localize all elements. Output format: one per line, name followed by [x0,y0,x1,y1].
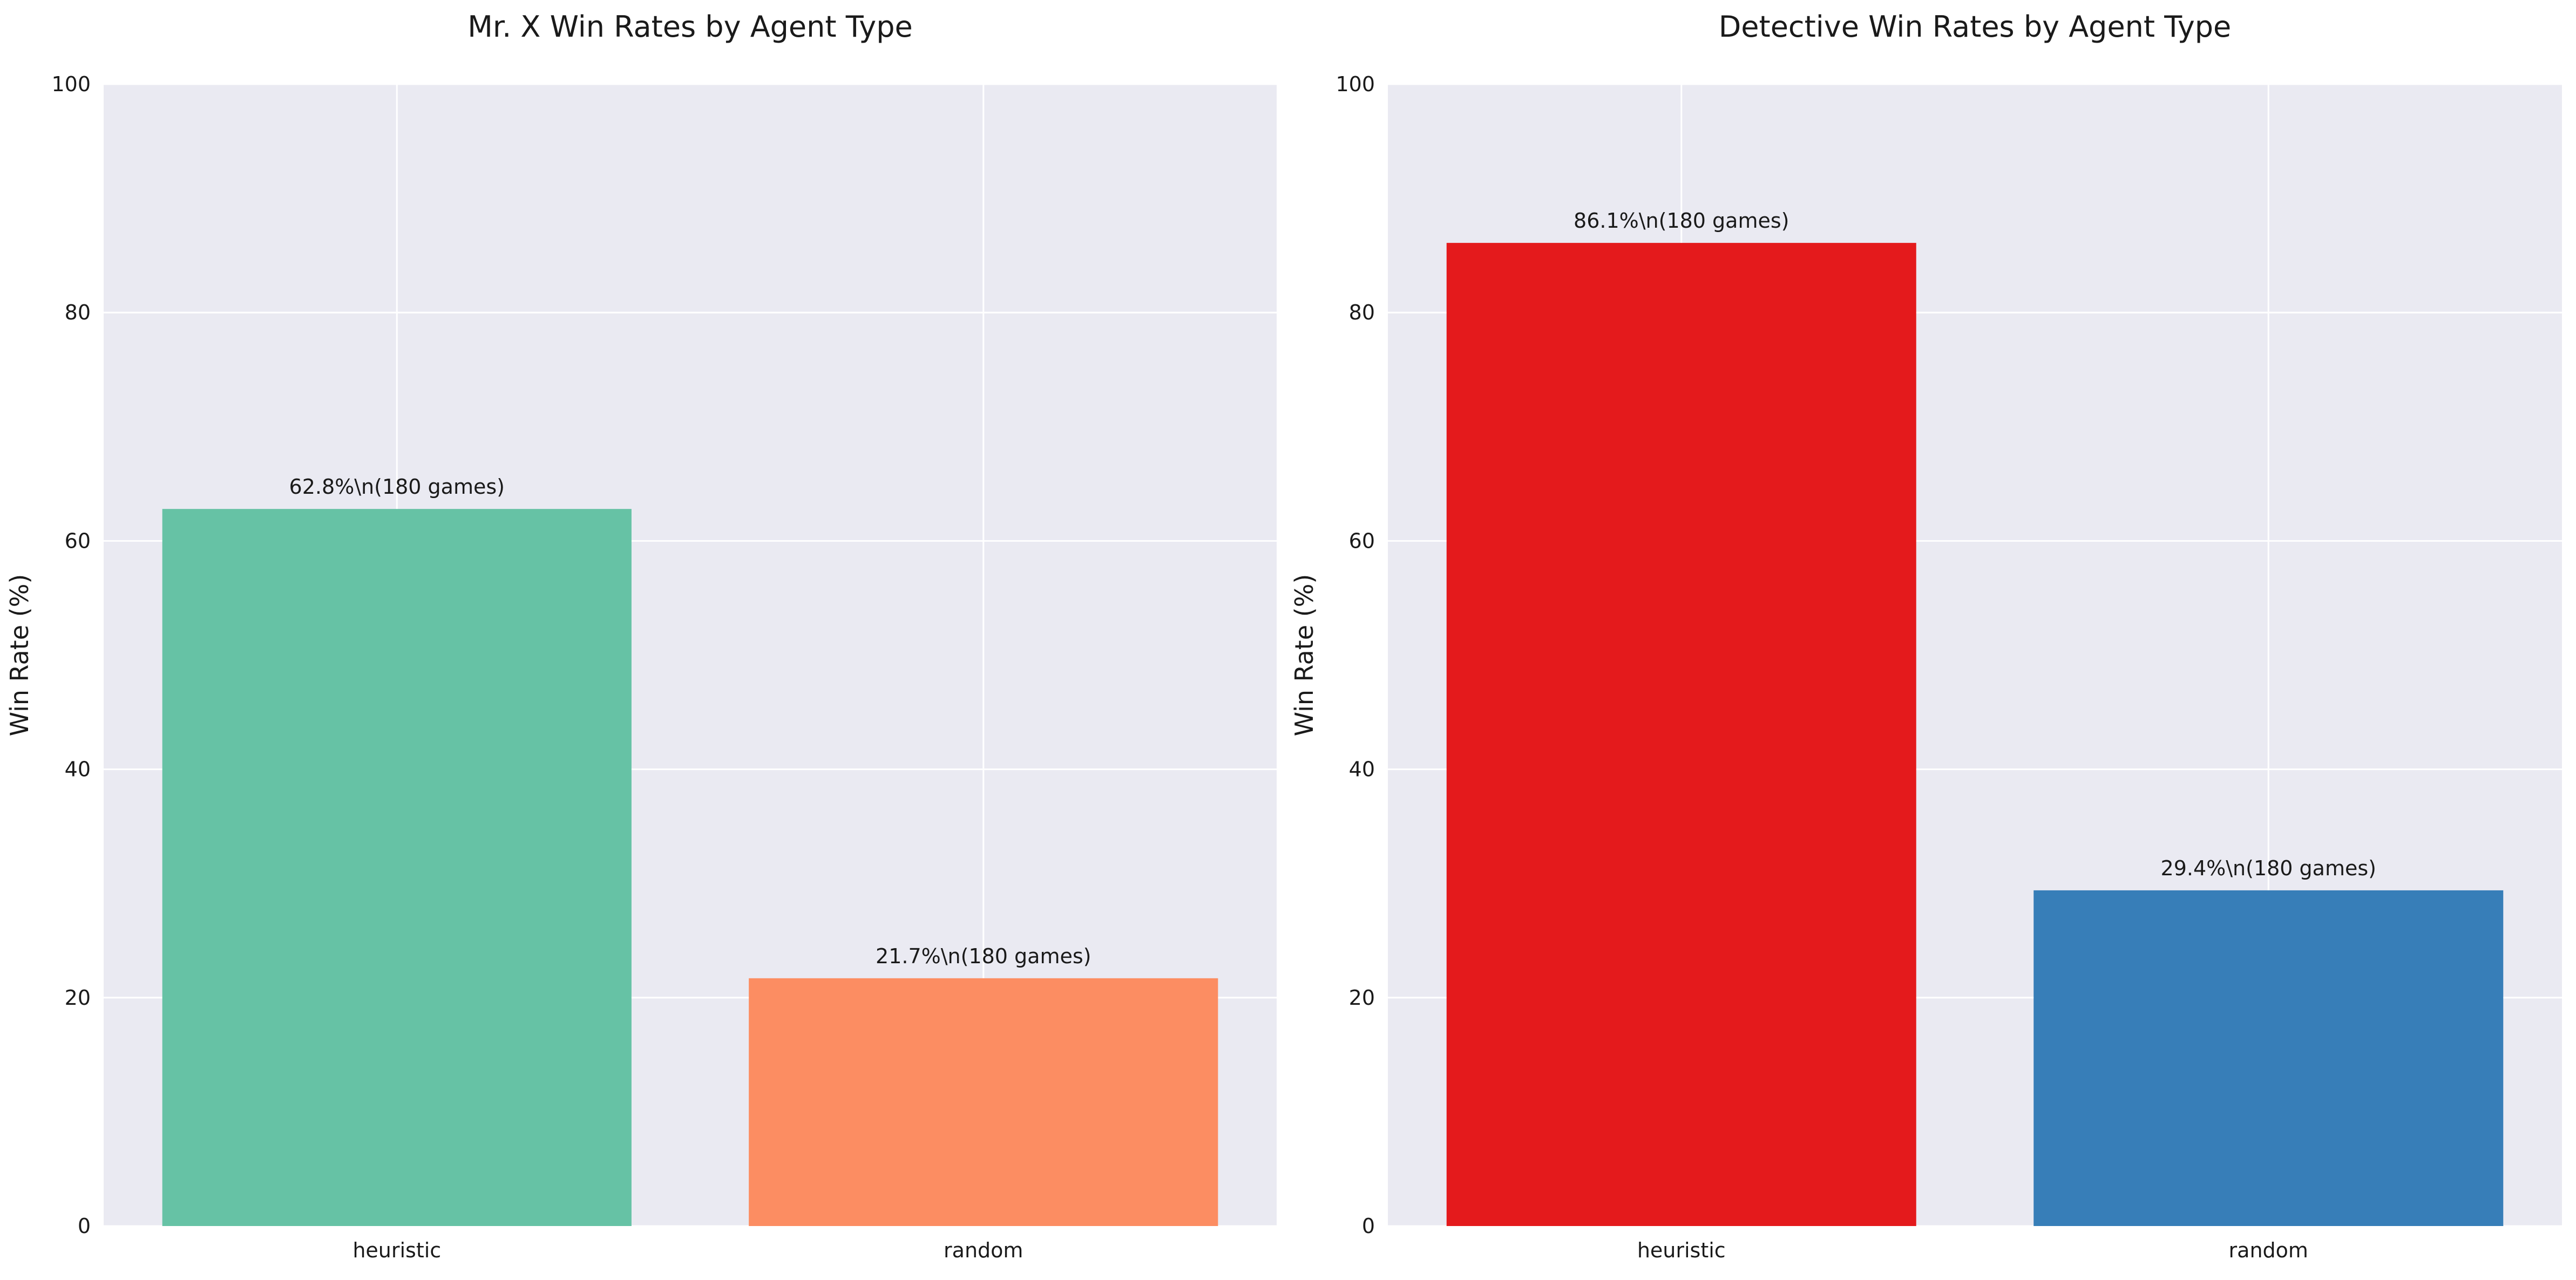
chart-title: Mr. X Win Rates by Agent Type [467,10,912,44]
bar-value-label: 21.7%\n(180 games) [876,944,1091,968]
x-tick-label: random [944,1238,1023,1262]
x-tick-label: random [2229,1238,2308,1262]
y-axis-label: Win Rate (%) [1290,574,1319,737]
y-tick-label: 100 [1336,72,1375,96]
chart-title: Detective Win Rates by Agent Type [1719,10,2232,44]
y-tick-label: 20 [1349,986,1375,1010]
y-tick-label: 100 [51,72,91,96]
y-tick-label: 40 [1349,758,1375,781]
y-tick-label: 80 [65,301,91,324]
y-tick-label: 20 [65,986,91,1010]
bar-value-label: 29.4%\n(180 games) [2161,856,2376,880]
y-axis-label: Win Rate (%) [5,574,34,737]
bar-value-label: 86.1%\n(180 games) [1574,209,1789,233]
y-tick-label: 40 [65,758,91,781]
y-tick-label: 60 [1349,529,1375,553]
bar-random [2033,890,2504,1226]
bar-random [749,978,1218,1226]
chart-panel-1: 0 20 40 60 80 100 62.8%\n(180 games) heuristic 2… [5,10,1277,1262]
bar-value-label: 62.8%\n(180 games) [289,475,505,499]
bar-heuristic [1446,243,1916,1226]
chart-panel-2: 0 20 40 60 80 100 86.1%\n(180 games) heuristic 2… [1290,10,2562,1262]
x-tick-label: heuristic [352,1238,441,1262]
y-tick-label: 80 [1349,301,1375,324]
y-tick-label: 0 [78,1214,91,1238]
bar-heuristic [162,509,632,1226]
y-tick-label: 60 [65,529,91,553]
y-tick-label: 0 [1362,1214,1375,1238]
x-tick-label: heuristic [1637,1238,1726,1262]
